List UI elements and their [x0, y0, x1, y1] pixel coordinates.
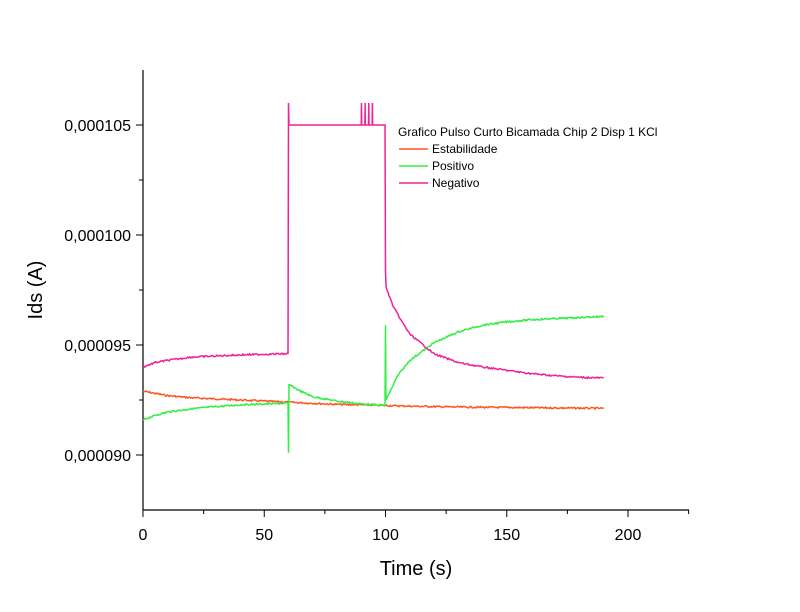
legend-label: Positivo [432, 159, 474, 173]
series-line-negativo [142, 102, 604, 380]
x-tick-label: 100 [372, 527, 399, 544]
legend-title: Grafico Pulso Curto Bicamada Chip 2 Disp… [398, 125, 657, 139]
legend-label: Estabilidade [432, 142, 498, 156]
y-tick-label: 0,000095 [64, 338, 131, 355]
y-tick-label: 0,000100 [64, 228, 131, 245]
series-line-positivo [142, 314, 605, 453]
series-layer [142, 102, 605, 453]
x-tick-label: 50 [255, 527, 273, 544]
legend: Grafico Pulso Curto Bicamada Chip 2 Disp… [398, 125, 657, 190]
y-axis-title: Ids (A) [25, 261, 47, 320]
y-tick-label: 0,000090 [64, 448, 131, 465]
legend-entries: Estabilidade Positivo Negativo [399, 142, 498, 190]
x-tick-label: 150 [493, 527, 520, 544]
x-tick-label: 200 [615, 527, 642, 544]
y-ticks: 0,000090 0,000095 0,000100 0,000105 [64, 118, 143, 465]
x-ticks: 0 50 100 150 200 [139, 510, 690, 544]
legend-label: Negativo [432, 176, 480, 190]
x-axis-title: Time (s) [380, 558, 453, 580]
y-tick-label: 0,000105 [64, 118, 131, 135]
x-tick-label: 0 [139, 527, 148, 544]
